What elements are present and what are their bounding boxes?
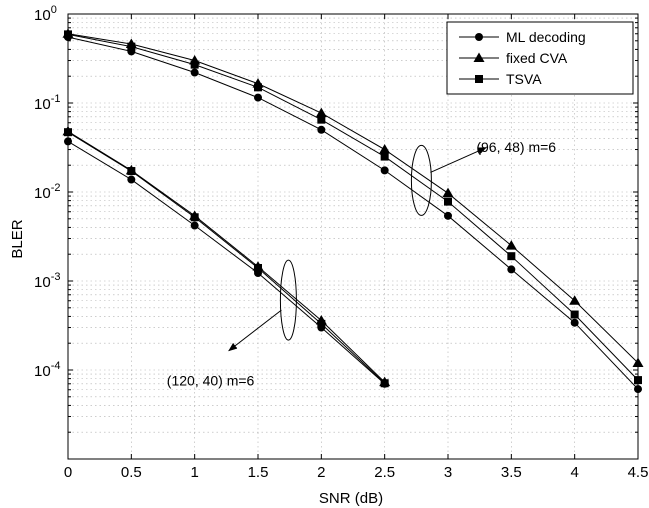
square-marker (317, 319, 326, 328)
circle-marker (190, 221, 199, 230)
circle-marker (317, 125, 326, 134)
legend: ML decoding fixed CVA TSVA (446, 21, 634, 95)
x-tick-label: 3.5 (501, 464, 522, 481)
y-tick-label: 10-3 (34, 271, 60, 291)
y-axis-label: BLER (9, 219, 26, 258)
series-line (67, 130, 386, 383)
arrow-120-40 (228, 309, 282, 352)
triangle-marker (315, 107, 327, 118)
square-marker (254, 263, 262, 272)
square-marker (254, 83, 262, 92)
x-tick-label: 2.5 (374, 464, 395, 481)
circle-marker (190, 68, 199, 77)
y-tick-label: 10-2 (34, 182, 60, 202)
square-marker (190, 213, 199, 222)
legend-item: fixed CVA (459, 50, 568, 66)
series-line (67, 131, 386, 384)
series-line (67, 36, 639, 390)
legend-label: TSVA (506, 71, 542, 87)
triangle-marker (569, 295, 581, 305)
x-tick-labels: 0 0.5 1 1.5 2 2.5 3 3.5 4 4.5 (64, 464, 649, 481)
triangle-marker (442, 187, 454, 198)
series-line (67, 33, 639, 381)
series-line (67, 33, 639, 364)
arrow-96-48 (430, 147, 487, 173)
y-tick-label: 10-1 (34, 93, 60, 113)
plot-frame (67, 13, 639, 460)
y-tick-label: 10-4 (34, 360, 60, 380)
triangle-marker (379, 144, 391, 154)
circle-marker (444, 211, 452, 220)
circle-marker (475, 33, 483, 41)
group-ellipse-120-40 (279, 259, 297, 341)
square-marker (475, 75, 483, 83)
annotation-120-40: (120, 40) m=6 (167, 373, 255, 389)
legend-item: TSVA (459, 71, 542, 87)
circle-marker (254, 93, 262, 102)
x-tick-label: 1.5 (248, 464, 269, 481)
axis-ticks (67, 14, 639, 460)
circle-marker (570, 318, 579, 327)
x-axis-label: SNR (dB) (319, 490, 383, 507)
square-marker (380, 379, 389, 388)
annotation-layer: (96, 48) m=6 (120, 40) m=6 (167, 139, 557, 389)
square-marker (444, 197, 452, 206)
x-tick-label: 4.5 (628, 464, 649, 481)
series-line (67, 141, 386, 385)
square-marker (190, 60, 199, 69)
square-marker (317, 115, 326, 124)
square-marker (570, 310, 579, 319)
x-tick-label: 0.5 (121, 464, 142, 481)
annotation-96-48: (96, 48) m=6 (476, 139, 556, 155)
square-marker (507, 252, 516, 261)
x-tick-label: 3 (444, 464, 452, 481)
circle-marker (380, 166, 389, 175)
legend-item: ML decoding (459, 29, 586, 45)
triangle-marker (505, 240, 517, 250)
x-tick-label: 4 (570, 464, 578, 481)
y-tick-label: 100 (34, 4, 57, 24)
square-marker (127, 167, 136, 176)
triangle-marker (473, 52, 485, 62)
square-marker (380, 152, 389, 161)
circle-marker (127, 175, 136, 184)
group-ellipse-96-48 (410, 144, 432, 216)
legend-label: fixed CVA (506, 50, 568, 66)
circle-marker (507, 265, 516, 274)
legend-label: ML decoding (506, 29, 586, 45)
y-tick-labels: 100 10-1 10-2 10-3 10-4 (34, 4, 60, 380)
x-tick-label: 1 (190, 464, 198, 481)
x-tick-label: 2 (317, 464, 325, 481)
x-tick-label: 0 (64, 464, 72, 481)
square-marker (127, 42, 136, 51)
